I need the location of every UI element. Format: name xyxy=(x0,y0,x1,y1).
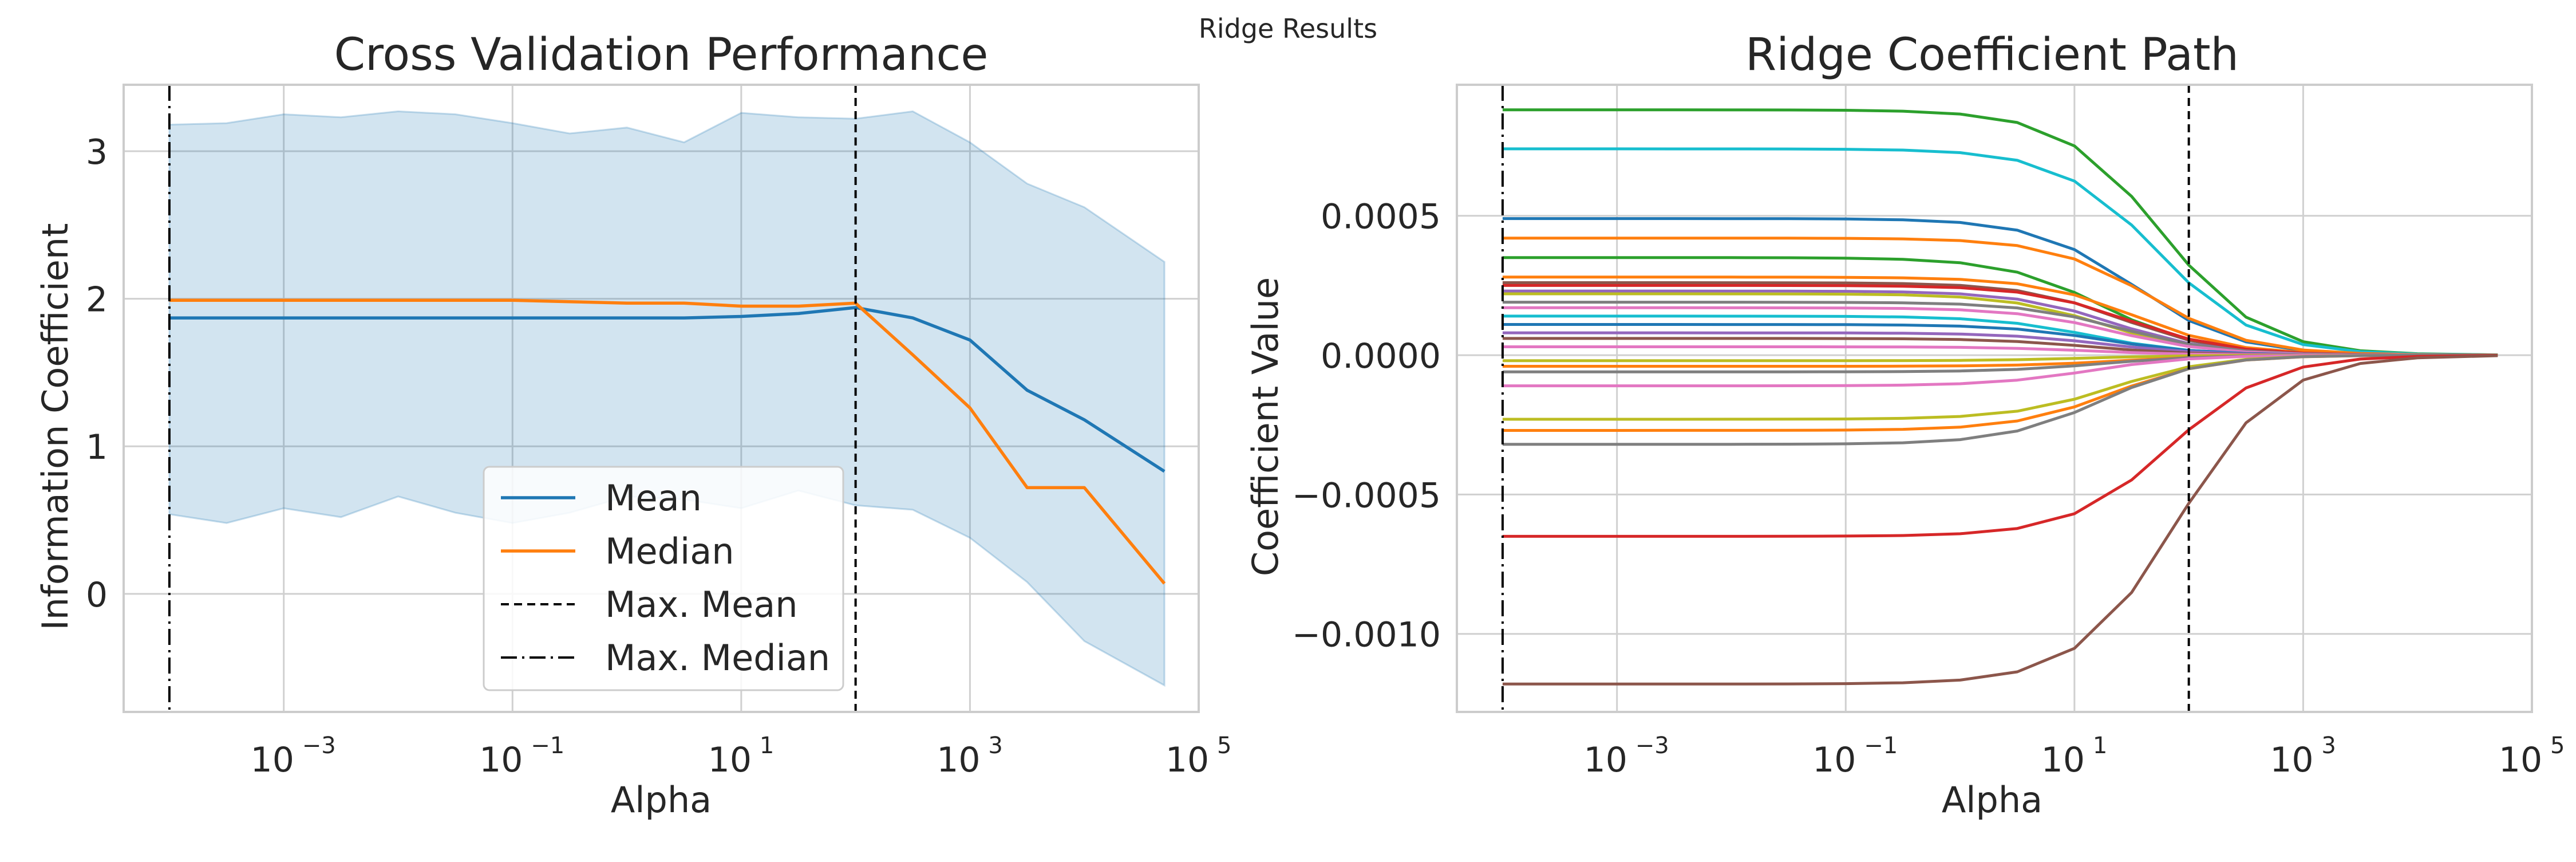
x-tick-exponent: −3 xyxy=(302,733,336,759)
x-tick-label: 10 xyxy=(937,740,980,780)
legend-label: Max. Mean xyxy=(605,584,798,625)
plot-frame xyxy=(1456,84,2533,713)
x-tick-exponent: 3 xyxy=(2321,733,2336,759)
x-tick-label: 10 xyxy=(1584,740,1627,780)
chart-title: Ridge Coefficient Path xyxy=(1745,29,2239,81)
chart-title: Cross Validation Performance xyxy=(334,29,989,81)
x-tick-label: 10 xyxy=(708,740,752,780)
coefficient-path-line xyxy=(1502,353,2498,373)
x-axis-label: Alpha xyxy=(611,779,712,821)
x-tick-label: 10 xyxy=(251,740,294,780)
y-axis-label: Coefficient Value xyxy=(1244,277,1286,576)
coefficient-path-chart: Ridge Coefficient Path Alpha Coefficient… xyxy=(1244,29,2565,821)
legend: Mean Median Max. Mean Max. Median xyxy=(483,466,844,691)
y-tick-label: 1 xyxy=(86,427,108,467)
y-tick-label: −0.0010 xyxy=(1292,615,1441,655)
series-line-mean xyxy=(169,306,1165,473)
y-tick-label: 0 xyxy=(86,575,108,615)
y-tick-label: 0.0000 xyxy=(1321,336,1441,376)
figure-suptitle: Ridge Results xyxy=(1199,13,1377,44)
x-tick-label: 10 xyxy=(2499,740,2542,780)
x-tick-exponent: 5 xyxy=(1217,733,1231,759)
x-tick-label: 10 xyxy=(2041,740,2085,780)
coefficient-path-line xyxy=(1502,237,2498,357)
x-tick-exponent: −3 xyxy=(1635,733,1669,759)
legend-label: Max. Median xyxy=(605,637,830,679)
legend-label: Mean xyxy=(605,477,702,519)
x-tick-exponent: 1 xyxy=(2093,733,2107,759)
y-axis-label: Information Coefficient xyxy=(34,223,76,631)
x-tick-exponent: −1 xyxy=(1864,733,1898,759)
x-tick-label: 10 xyxy=(1812,740,1856,780)
y-tick-label: 0.0005 xyxy=(1321,197,1441,237)
legend-box xyxy=(483,466,844,691)
x-tick-exponent: −1 xyxy=(531,733,564,759)
y-tick-label: 3 xyxy=(86,132,108,172)
x-tick-label: 10 xyxy=(2270,740,2313,780)
x-tick-exponent: 1 xyxy=(760,733,774,759)
coefficient-path-line xyxy=(1502,284,2498,357)
x-tick-label: 10 xyxy=(479,740,523,780)
cv-performance-chart: Cross Validation Performance Alpha Infor… xyxy=(34,29,1231,821)
x-axis-label: Alpha xyxy=(1942,779,2042,821)
coefficient-path-line xyxy=(1502,108,2498,357)
y-tick-label: −0.0005 xyxy=(1292,475,1441,515)
coefficient-path-line xyxy=(1502,354,2498,686)
legend-label: Median xyxy=(605,530,734,572)
plot-frame xyxy=(123,84,1200,713)
coefficient-path-line xyxy=(1502,353,2498,446)
confidence-band xyxy=(168,110,1165,687)
series-line-median xyxy=(169,298,1166,585)
y-tick-label: 2 xyxy=(86,280,108,320)
x-tick-label: 10 xyxy=(1165,740,1209,780)
x-tick-exponent: 5 xyxy=(2550,733,2565,759)
x-tick-exponent: 3 xyxy=(988,733,1002,759)
coefficient-path-line xyxy=(1502,147,2498,357)
coefficient-path-line xyxy=(1502,354,2498,538)
